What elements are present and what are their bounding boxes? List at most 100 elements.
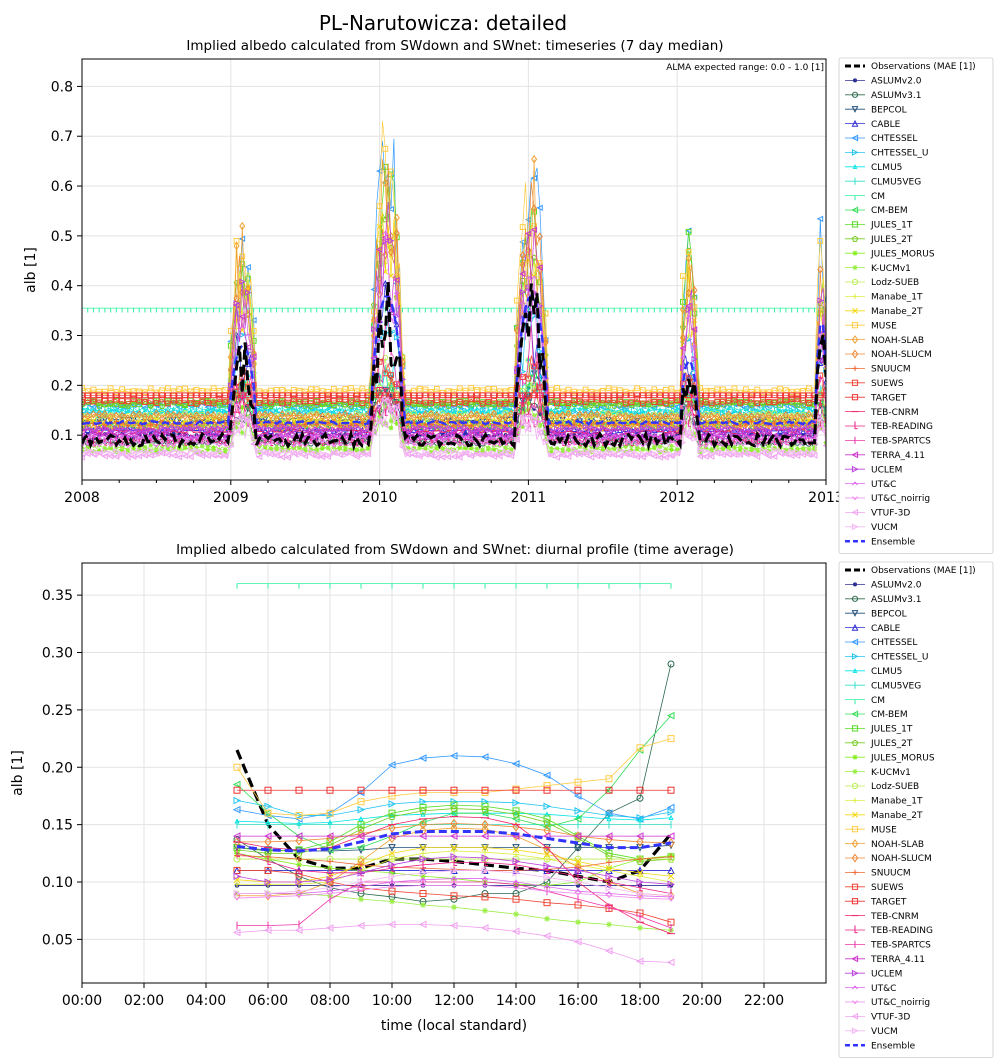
timeseries-legend-entry-jules-1t-label: JULES_1T xyxy=(870,221,913,231)
timeseries-legend-entry-clmu5-label: CLMU5 xyxy=(871,163,902,173)
diurnal-title: Implied albedo calculated from SWdown an… xyxy=(176,542,734,558)
timeseries-series-k-ucmv1-marker xyxy=(223,447,228,452)
diurnal-xlabel: time (local standard) xyxy=(381,1018,527,1034)
diurnal-series-k-ucmv1-marker xyxy=(637,925,643,931)
diurnal-xtick-label: 18:00 xyxy=(620,993,660,1009)
timeseries-series-noah-slucm-line xyxy=(82,163,826,418)
diurnal-grid xyxy=(82,563,826,983)
timeseries-series-jules-2t xyxy=(80,186,829,408)
diurnal-series-cm xyxy=(237,584,671,589)
timeseries-legend-entry-aslumv2-0-marker xyxy=(853,79,856,82)
diurnal-series-k-ucmv1-marker xyxy=(389,899,395,905)
timeseries-ytick-label: 0.1 xyxy=(51,428,73,444)
timeseries-xtick-label: 2009 xyxy=(213,490,249,506)
timeseries-legend: Observations (MAE [1]) ASLUMv2.0 ASLUMv3.1… xyxy=(839,58,993,554)
timeseries-legend-frame xyxy=(839,58,993,554)
timeseries-legend-entry-clmu5veg-label: CLMU5VEG xyxy=(871,177,921,187)
timeseries-legend-entry-chtessel-label: CHTESSEL xyxy=(871,134,917,144)
diurnal-xtick-label: 16:00 xyxy=(558,993,598,1009)
timeseries-series-cm xyxy=(82,308,826,312)
timeseries-ytick-label: 0.7 xyxy=(51,129,73,145)
diurnal-series-manabe-1t-marker xyxy=(420,850,426,856)
diurnal-series-manabe-1t-marker xyxy=(637,873,643,879)
diurnal-ytick-label: 0.05 xyxy=(42,932,73,948)
timeseries-series-k-ucmv1-marker xyxy=(274,445,279,450)
timeseries-xtick-label: 2010 xyxy=(362,490,398,506)
diurnal-series-k-ucmv1-marker xyxy=(544,916,550,922)
diurnal-panel: Implied albedo calculated from SWdown an… xyxy=(10,542,826,1034)
timeseries-legend-entry-aslumv3-1-label: ASLUMv3.1 xyxy=(871,91,921,101)
timeseries-series-k-ucmv1-marker xyxy=(474,446,479,451)
timeseries-ytick-label: 0.3 xyxy=(51,329,73,345)
timeseries-ytick-label: 0.4 xyxy=(51,279,73,295)
timeseries-legend-entry-jules-2t-label: JULES_2T xyxy=(870,235,913,245)
diurnal-series-manabe-1t-marker xyxy=(451,848,457,854)
figure-suptitle: PL-Narutowicza: detailed xyxy=(319,11,567,35)
diurnal-ytick-label: 0.10 xyxy=(42,875,73,891)
timeseries-legend-entry-cm-label: CM xyxy=(871,192,885,202)
timeseries-series xyxy=(79,121,830,460)
timeseries-legend-entry-aslumv2-0-label: ASLUMv2.0 xyxy=(871,77,922,87)
timeseries-xtick-label: 2013 xyxy=(808,490,844,506)
diurnal-xtick-label: 06:00 xyxy=(248,993,288,1009)
timeseries-series-chtessel-line xyxy=(82,139,826,408)
timeseries-legend-entry-chtessel-u-label: CHTESSEL_U xyxy=(871,149,928,159)
diurnal-series-k-ucmv1-marker xyxy=(358,896,364,902)
timeseries-series-k-ucmv1-marker xyxy=(480,447,485,452)
diurnal-xtick-label: 08:00 xyxy=(310,993,350,1009)
diurnal-series-snuucm-marker xyxy=(606,860,612,866)
diurnal-ytick-label: 0.30 xyxy=(42,646,73,662)
timeseries-legend-entry-jules-morus-marker xyxy=(852,251,857,256)
timeseries-legend-entry-k-ucmv1-label: K-UCMv1 xyxy=(871,264,911,274)
diurnal-ytick-label: 0.35 xyxy=(42,588,73,604)
diurnal-ylabel: alb [1] xyxy=(10,750,26,796)
timeseries-series-noah-slucm xyxy=(80,163,829,422)
diurnal-series-k-ucmv1-marker xyxy=(420,902,426,908)
timeseries-series-jules-morus-marker xyxy=(389,426,394,431)
timeseries-series-k-ucmv1-marker xyxy=(709,447,714,452)
diurnal-xtick-label: 00:00 xyxy=(62,993,102,1009)
timeseries-range-annotation: ALMA expected range: 0.0 - 1.0 [1] xyxy=(666,63,824,73)
diurnal-series-k-ucmv1-marker xyxy=(482,908,488,914)
timeseries-xtick-label: 2012 xyxy=(659,490,695,506)
timeseries-series-k-ucmv1-marker xyxy=(326,445,331,450)
timeseries-legend-entry-cable-label: CABLE xyxy=(871,120,901,130)
timeseries-series-manabe-1t xyxy=(80,230,829,425)
timeseries-series-k-ucmv1-marker xyxy=(314,447,319,452)
timeseries-series-k-ucmv1-marker xyxy=(486,447,491,452)
diurnal-xtick-label: 12:00 xyxy=(434,993,474,1009)
timeseries-ytick-label: 0.5 xyxy=(51,229,73,245)
diurnal-series-k-ucmv1-marker xyxy=(451,904,457,910)
diurnal-xtick-label: 10:00 xyxy=(372,993,412,1009)
timeseries-series-k-ucmv1-marker xyxy=(640,447,645,452)
diurnal-series-k-ucmv1-marker xyxy=(513,911,519,917)
timeseries-legend-entry-k-ucmv1-marker xyxy=(852,265,857,270)
timeseries-title: Implied albedo calculated from SWdown an… xyxy=(186,38,723,54)
diurnal-xtick-label: 14:00 xyxy=(496,993,536,1009)
timeseries-xtick-label: 2011 xyxy=(511,490,547,506)
diurnal-xtick-label: 20:00 xyxy=(682,993,722,1009)
diurnal-series-k-ucmv1-marker xyxy=(606,921,612,927)
timeseries-series-muse-line xyxy=(82,121,826,393)
timeseries-series-jules-2t-line xyxy=(82,186,826,406)
timeseries-legend-entry-observations-label: Observations (MAE [1]) xyxy=(871,62,976,72)
diurnal-xtick-label: 04:00 xyxy=(186,993,226,1009)
diurnal-ytick-label: 0.15 xyxy=(42,818,73,834)
diurnal-xtick-label: 22:00 xyxy=(744,993,784,1009)
timeseries-series-manabe-1t-marker xyxy=(246,271,251,276)
diurnal-series-k-ucmv1-marker xyxy=(575,919,581,925)
diurnal-xtick-label: 02:00 xyxy=(124,993,164,1009)
timeseries-ylabel: alb [1] xyxy=(23,247,39,293)
timeseries-legend-entry-jules-morus-label: JULES_MORUS xyxy=(870,249,935,259)
timeseries-legend-entry-bepcol-label: BEPCOL xyxy=(871,105,907,115)
timeseries-ytick-label: 0.2 xyxy=(51,378,73,394)
timeseries-series-muse xyxy=(80,121,829,395)
timeseries-xtick-label: 2008 xyxy=(64,490,100,506)
timeseries-series-k-ucmv1-marker xyxy=(354,447,359,452)
timeseries-series-k-ucmv1-marker xyxy=(738,445,743,450)
diurnal-ytick-label: 0.25 xyxy=(42,703,73,719)
timeseries-series-noah-slab xyxy=(80,156,829,432)
timeseries-series-chtessel xyxy=(80,139,829,410)
